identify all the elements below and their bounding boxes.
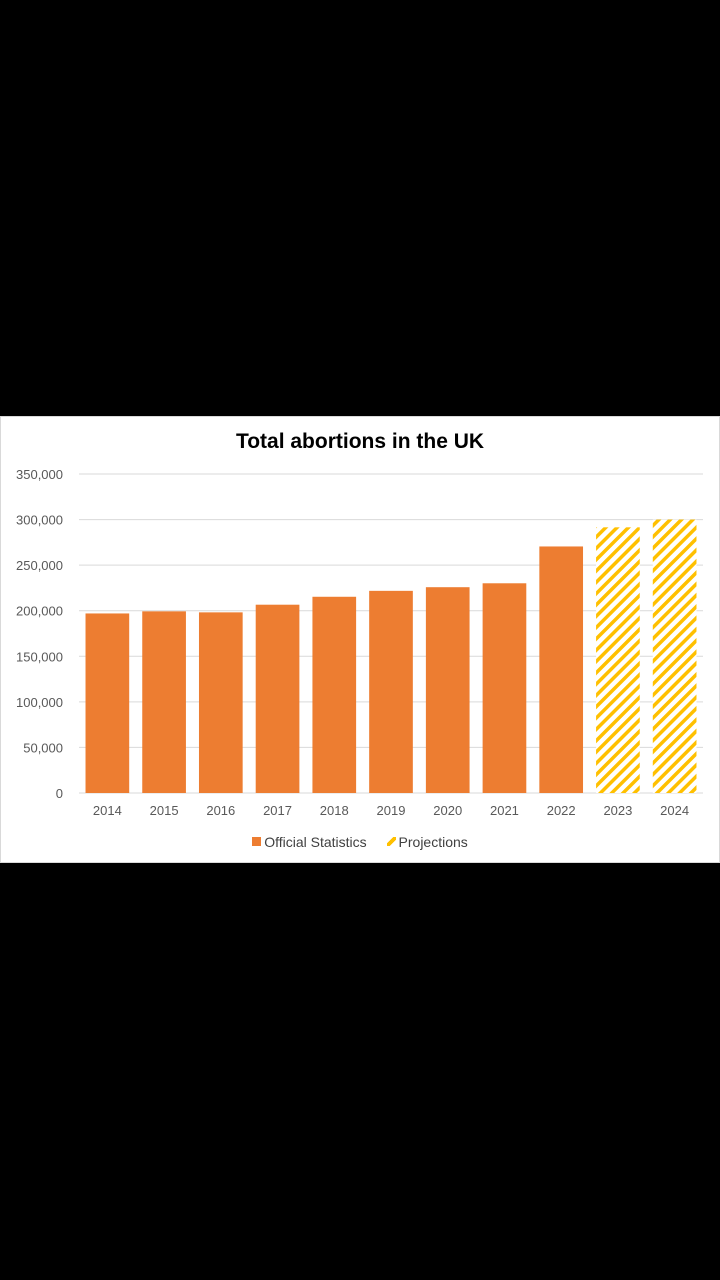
y-tick-label: 300,000 (16, 513, 63, 528)
x-tick-label: 2014 (93, 803, 122, 818)
x-tick-label: 2024 (660, 803, 689, 818)
x-tick-label: 2016 (206, 803, 235, 818)
chart-title: Total abortions in the UK (235, 430, 485, 453)
x-tick-label: 2022 (547, 803, 576, 818)
chart-frame: Total abortions in the UK 0 50,000 100,000… (0, 416, 720, 863)
x-tick-label: 2021 (490, 803, 519, 818)
bar-2023 (596, 527, 640, 793)
legend-swatch-official (252, 837, 262, 846)
bar-2022 (539, 546, 584, 793)
legend-item-projections: Projections (386, 833, 468, 850)
chart-plot: 0 50,000 100,000 150,000 200,000 250,000 300,0… (16, 467, 703, 818)
legend-item-official: Official Statistics (252, 833, 367, 850)
x-tick-label: 2015 (150, 803, 179, 818)
y-tick-label: 0 (56, 786, 63, 801)
y-tick-label: 350,000 (16, 467, 63, 482)
legend: Official Statistics Projections (1, 833, 719, 850)
x-tick-label: 2018 (320, 803, 349, 818)
x-tick-label: 2019 (377, 803, 406, 818)
bar-2014 (85, 613, 130, 793)
y-tick-label: 250,000 (16, 558, 63, 573)
y-tick-label: 50,000 (23, 740, 63, 755)
legend-swatch-projections (386, 837, 396, 846)
bar-2018 (312, 596, 357, 793)
bar-2017 (255, 604, 300, 793)
bar-2015 (142, 611, 186, 793)
bar-2024 (652, 519, 697, 793)
y-tick-label: 200,000 (16, 604, 63, 619)
y-tick-label: 150,000 (16, 649, 63, 664)
bar-2016 (198, 612, 243, 793)
bar-2021 (482, 583, 527, 793)
x-tick-label: 2017 (263, 803, 292, 818)
x-tick-label: 2020 (433, 803, 462, 818)
bar-2019 (369, 590, 413, 793)
legend-label: Projections (398, 833, 468, 850)
legend-label: Official Statistics (264, 833, 367, 850)
x-tick-label: 2023 (603, 803, 632, 818)
bar-2020 (425, 587, 470, 793)
y-tick-label: 100,000 (16, 695, 63, 710)
